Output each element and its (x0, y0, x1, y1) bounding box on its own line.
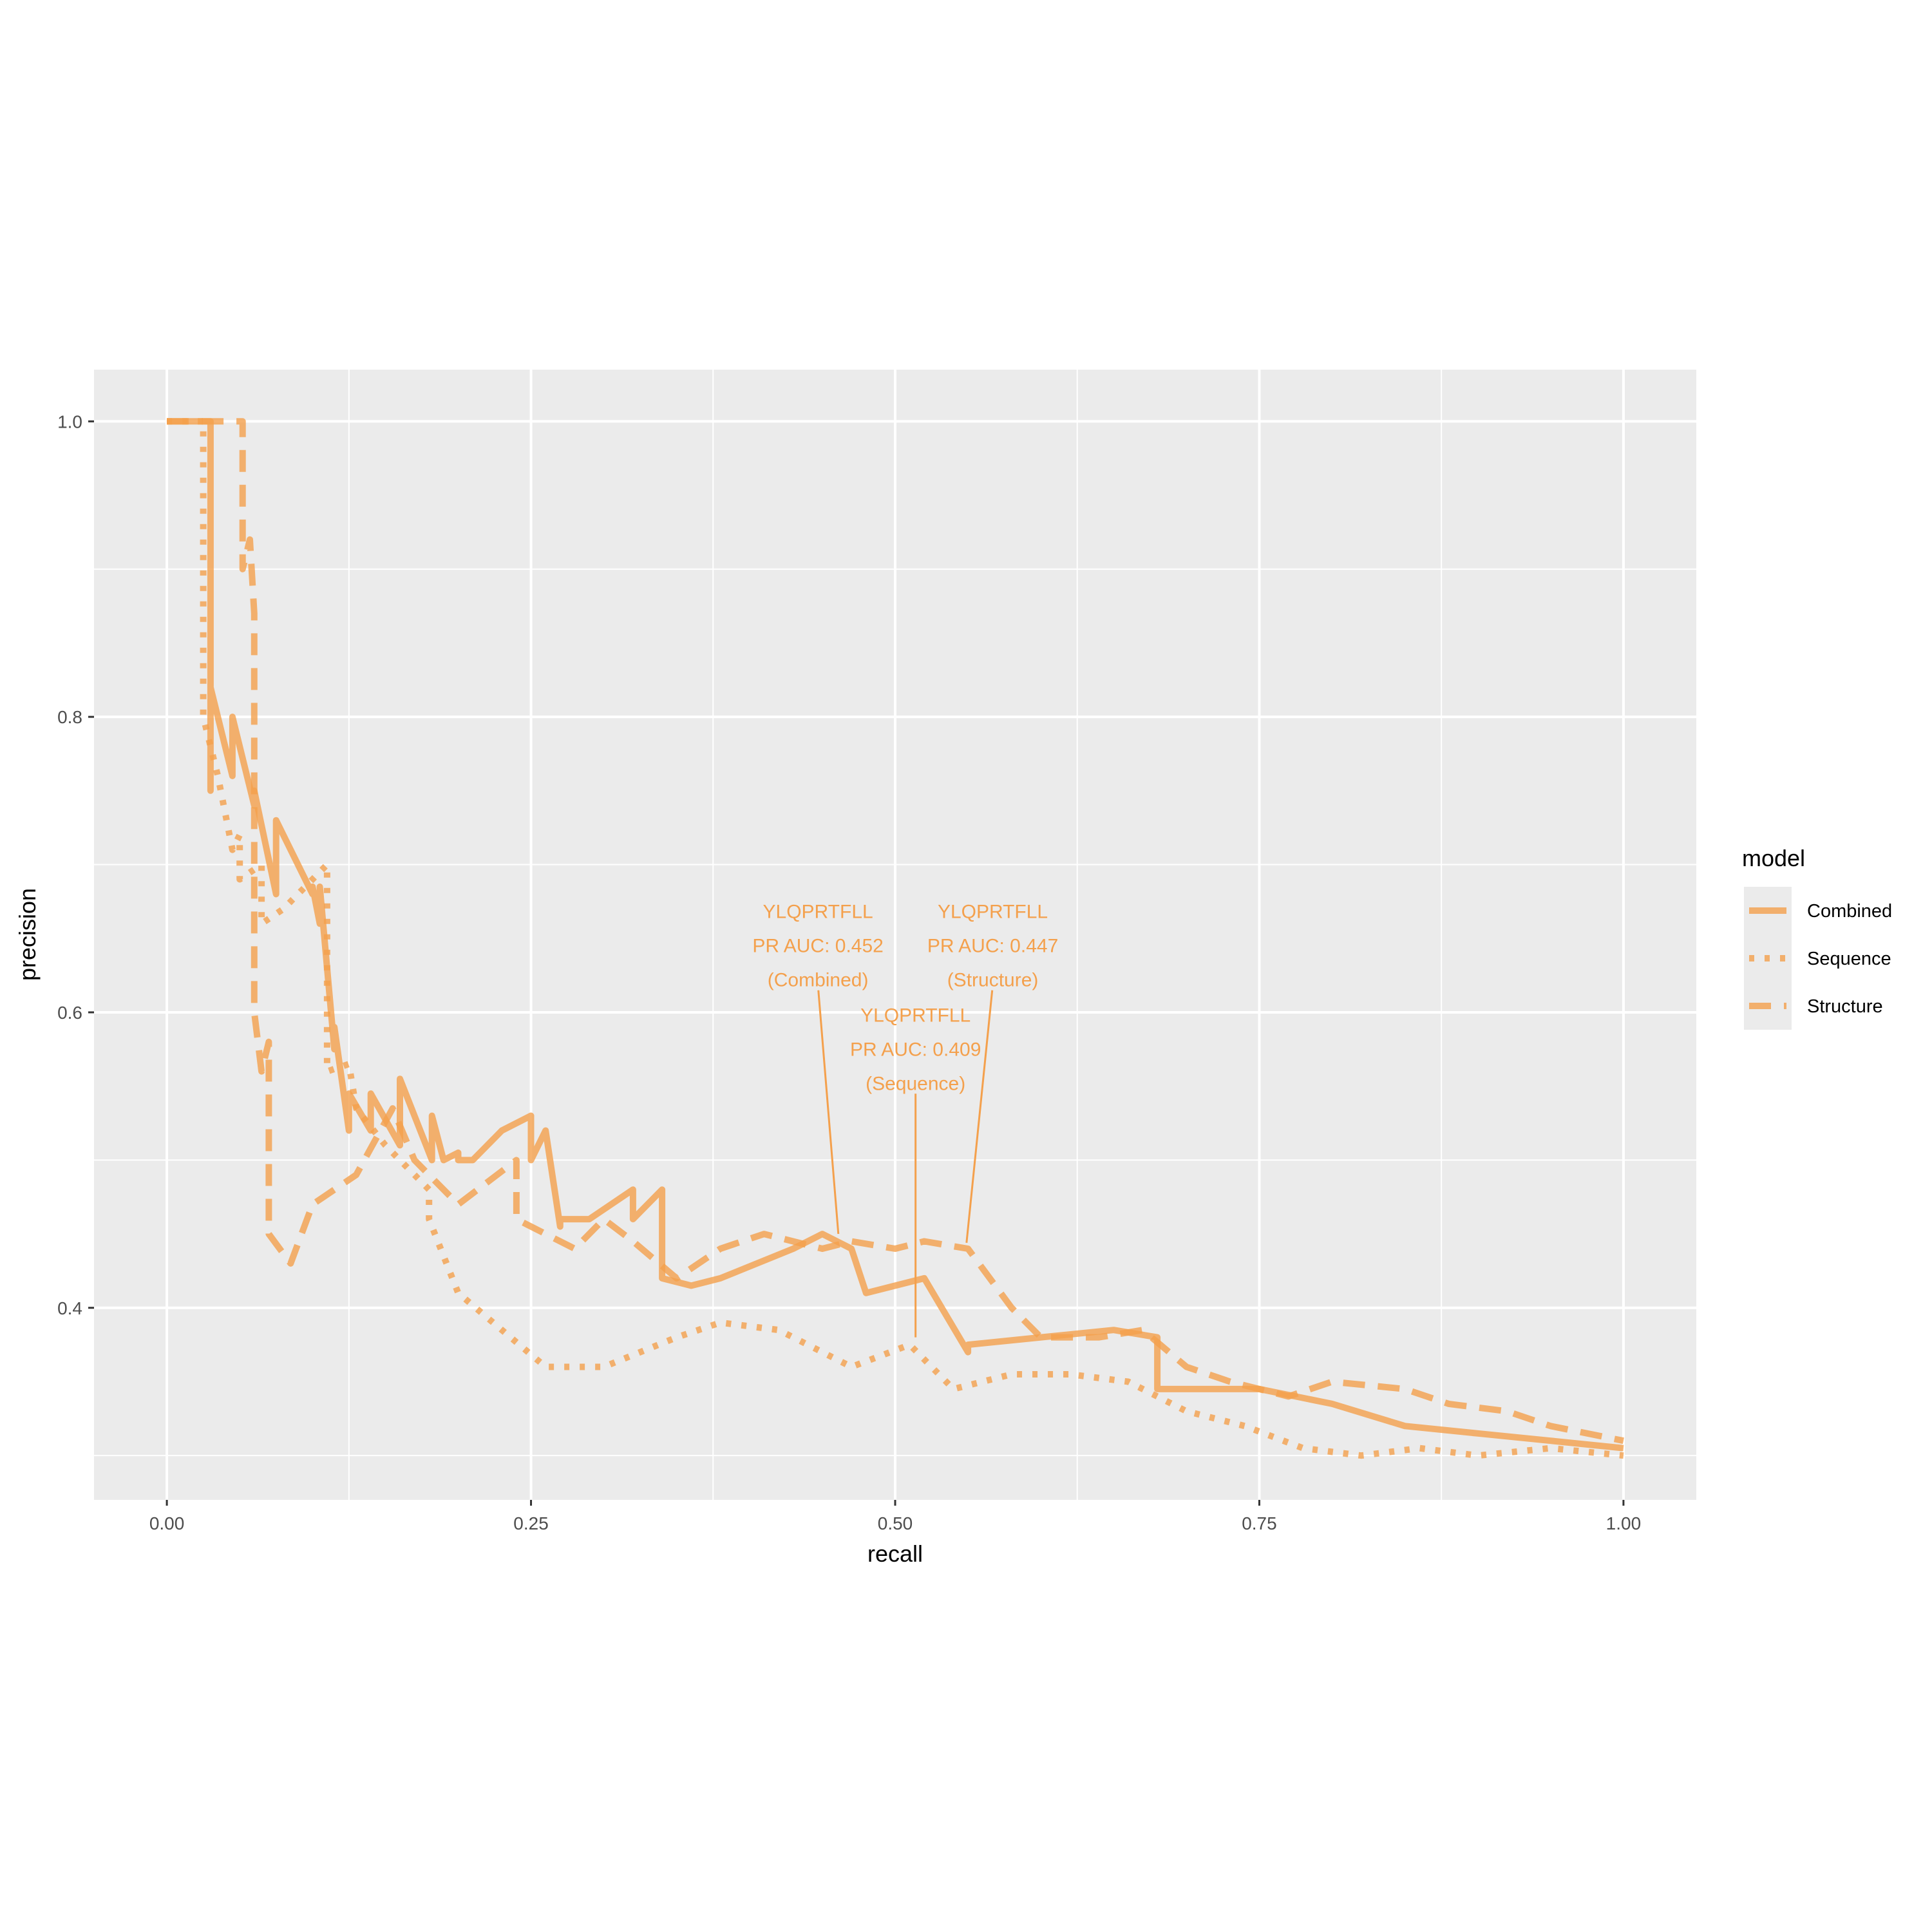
annotation-text: PR AUC: 0.409 (850, 1039, 981, 1060)
x-axis-title: recall (867, 1540, 923, 1567)
annotation-text: YLQPRTFLL (860, 1005, 971, 1026)
series-layer (167, 418, 1624, 1459)
legend-label-sequence: Sequence (1807, 949, 1891, 969)
legend-title: model (1742, 845, 1805, 871)
annotation-text: (Structure) (947, 970, 1039, 991)
annotation-text: YLQPRTFLL (763, 902, 873, 923)
y-tick-label: 0.6 (57, 1003, 82, 1023)
x-tick-label: 1.00 (1606, 1513, 1642, 1533)
y-axis-title: precision (14, 888, 41, 981)
x-tick-label: 0.00 (149, 1513, 185, 1533)
series-line-structure (167, 418, 1624, 1444)
x-tick-label: 0.50 (878, 1513, 913, 1533)
y-axis: 0.4 0.6 0.8 1.0 (57, 412, 94, 1318)
x-axis: 0.00 0.25 0.50 0.75 1.00 (149, 1500, 1641, 1533)
series-line-sequence (167, 418, 1624, 1459)
annotation-text: (Sequence) (866, 1073, 965, 1094)
annotation-leader-line (965, 990, 994, 1243)
series-line-combined (167, 418, 1624, 1452)
annotation-layer: YLQPRTFLL PR AUC: 0.452 (Combined) YLQPRTFL… (752, 902, 1058, 1338)
x-tick-label: 0.25 (513, 1513, 549, 1533)
y-tick-label: 1.0 (57, 412, 82, 431)
legend: model Combined Sequence Structure (1742, 845, 1892, 1030)
legend-keys: Combined Sequence Structure (1744, 887, 1892, 1030)
legend-label-structure: Structure (1807, 996, 1883, 1017)
legend-label-combined: Combined (1807, 901, 1892, 922)
x-tick-label: 0.75 (1242, 1513, 1277, 1533)
annotation-text: (Combined) (768, 970, 869, 991)
y-tick-label: 0.4 (57, 1298, 82, 1318)
annotation-leader-line (817, 990, 840, 1235)
annotation-text: PR AUC: 0.452 (752, 936, 883, 957)
annotation-text: PR AUC: 0.447 (927, 936, 1058, 957)
annotation-text: YLQPRTFLL (938, 902, 1048, 923)
y-tick-label: 0.8 (57, 707, 82, 727)
grid-major (94, 370, 1696, 1500)
